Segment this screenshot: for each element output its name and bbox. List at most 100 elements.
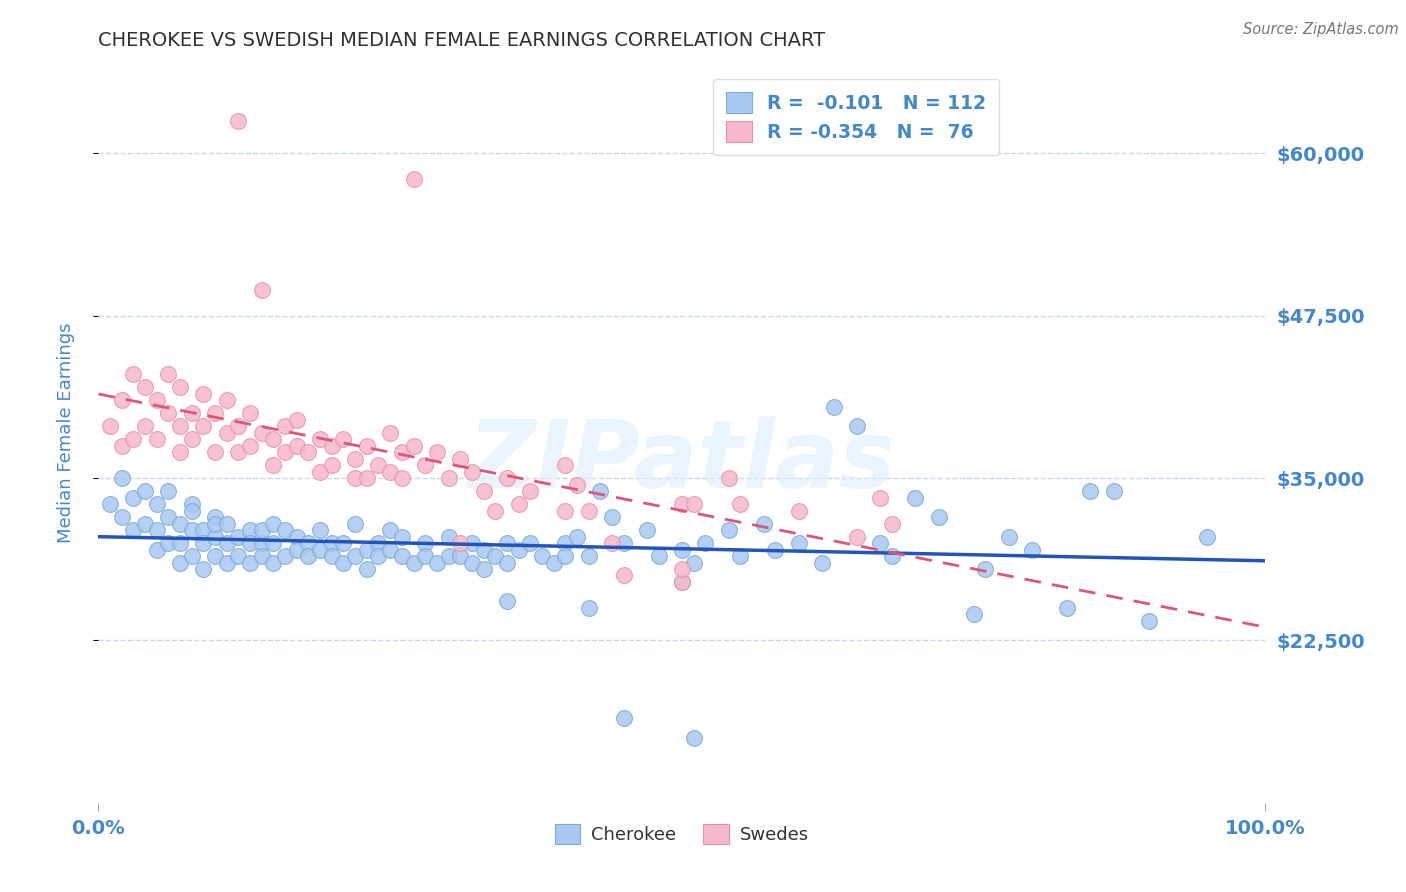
Point [402,556,425,570]
Point [519,484,541,499]
Point [146,542,169,557]
Point [869,536,891,550]
Point [904,491,927,505]
Point [344,516,367,531]
Point [239,439,262,453]
Point [297,445,319,459]
Point [215,425,238,440]
Point [169,380,191,394]
Point [332,536,354,550]
Point [1056,601,1078,615]
Point [134,484,156,499]
Point [730,497,752,511]
Point [508,497,530,511]
Point [449,451,471,466]
Point [134,516,156,531]
Point [169,516,191,531]
Point [613,711,636,725]
Point [823,400,845,414]
Point [122,523,145,537]
Point [565,529,588,543]
Point [671,574,693,589]
Point [250,549,273,563]
Point [380,425,402,440]
Point [484,549,506,563]
Point [600,536,623,550]
Point [367,458,389,472]
Point [717,523,740,537]
Point [682,497,704,511]
Point [215,393,238,408]
Point [530,549,553,563]
Point [180,497,202,511]
Point [146,497,169,511]
Point [1137,614,1160,628]
Point [344,549,367,563]
Point [180,406,202,420]
Point [204,406,226,420]
Point [962,607,984,622]
Point [413,536,436,550]
Point [461,556,484,570]
Point [285,412,308,426]
Point [484,503,506,517]
Point [321,536,343,550]
Legend: Cherokee, Swedes: Cherokee, Swedes [546,815,818,853]
Point [204,529,226,543]
Point [262,432,284,446]
Point [869,491,891,505]
Point [671,574,693,589]
Point [356,471,378,485]
Point [332,432,354,446]
Point [122,491,145,505]
Point [787,536,810,550]
Point [297,536,319,550]
Point [578,503,600,517]
Point [215,516,238,531]
Point [204,549,226,563]
Point [228,549,250,563]
Point [472,542,495,557]
Point [321,458,343,472]
Point [239,536,262,550]
Point [180,503,202,517]
Point [274,549,297,563]
Point [449,549,471,563]
Point [111,439,134,453]
Point [157,536,180,550]
Point [111,393,134,408]
Point [682,556,704,570]
Point [122,432,145,446]
Point [157,406,180,420]
Point [169,536,191,550]
Point [274,445,297,459]
Point [122,367,145,381]
Point [367,549,389,563]
Point [449,536,471,550]
Point [180,432,202,446]
Point [391,445,413,459]
Point [169,419,191,434]
Point [508,542,530,557]
Point [880,516,903,531]
Text: ZIPatlas: ZIPatlas [468,417,896,508]
Point [461,465,484,479]
Point [169,556,191,570]
Point [554,503,576,517]
Text: CHEROKEE VS SWEDISH MEDIAN FEMALE EARNINGS CORRELATION CHART: CHEROKEE VS SWEDISH MEDIAN FEMALE EARNIN… [98,30,825,50]
Point [391,471,413,485]
Point [250,536,273,550]
Point [1021,542,1043,557]
Point [437,471,460,485]
Point [380,523,402,537]
Point [496,536,519,550]
Point [309,542,332,557]
Point [717,471,740,485]
Point [250,523,273,537]
Point [613,568,636,582]
Point [250,425,273,440]
Point [402,172,425,186]
Point [880,549,903,563]
Point [391,529,413,543]
Point [285,542,308,557]
